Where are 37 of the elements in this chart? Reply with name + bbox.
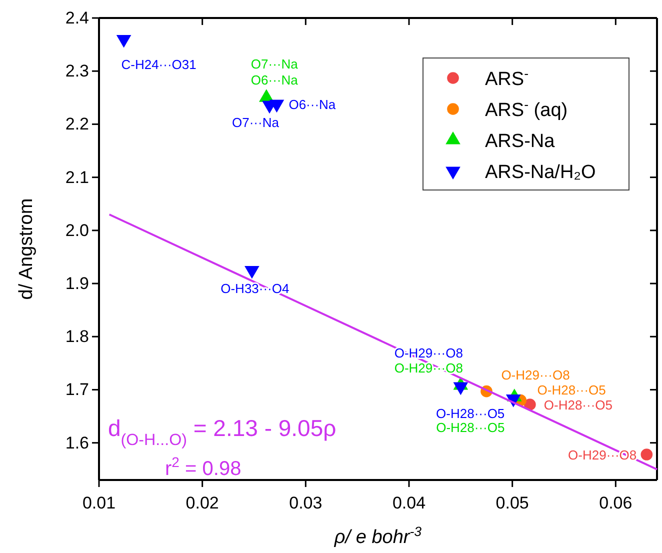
point (244, 266, 260, 279)
x-tick-label: 0.06 (599, 494, 632, 513)
point (640, 448, 653, 460)
y-tick-label: 1.7 (65, 380, 89, 400)
y-axis-title: d/ Angstrom (16, 198, 37, 300)
annotation: d$_{(O-H...O)}$ = 2.13 - 9.05ρ (108, 415, 336, 449)
x-axis-title: ρ/ e bohr$^{-3}$ (333, 524, 422, 548)
legend-label: ARS-Na (485, 131, 556, 152)
y-tick-label: 1.9 (65, 274, 89, 293)
y-tick-label: 2.2 (65, 114, 89, 134)
annotation: C-H24···O31 (121, 57, 196, 72)
x-tick-label: 0.05 (496, 494, 529, 513)
annotation: O7···Na (250, 56, 299, 72)
annotation: O7···Na (232, 115, 280, 130)
annotation: O-H28···O5 (537, 382, 606, 398)
annotation: r$^{2}$ = 0.98 (165, 454, 242, 480)
x-tick-label: 0.03 (289, 494, 322, 513)
point (116, 34, 132, 48)
annotation: O-H28···O5 (544, 398, 613, 413)
y-tick-label: 2.1 (65, 168, 89, 187)
y-tick-label: 2.0 (65, 220, 89, 240)
annotation: O-H28···O5 (436, 406, 505, 421)
point (269, 100, 284, 113)
y-tick-label: 2.3 (65, 62, 89, 81)
legend-label: ARS$^{-}$ (485, 66, 529, 90)
x-tick-label: 0.01 (82, 494, 116, 513)
y-tick-label: 2.4 (65, 8, 89, 28)
x-tick-label: 0.02 (186, 494, 219, 513)
legend-label: ARS-Na/H₂O (485, 162, 596, 183)
y-tick-label: 1.8 (65, 327, 89, 346)
legend-label: ARS$^{-}$ (aq) (485, 96, 568, 121)
annotation: O6···Na (250, 72, 299, 88)
annotation: O6···Na (288, 97, 336, 112)
annotation: O-H29···O8 (501, 367, 570, 382)
x-tick-label: 0.04 (392, 494, 426, 513)
annotation: O-H28···O5 (436, 420, 505, 436)
y-tick-label: 1.6 (65, 433, 89, 452)
